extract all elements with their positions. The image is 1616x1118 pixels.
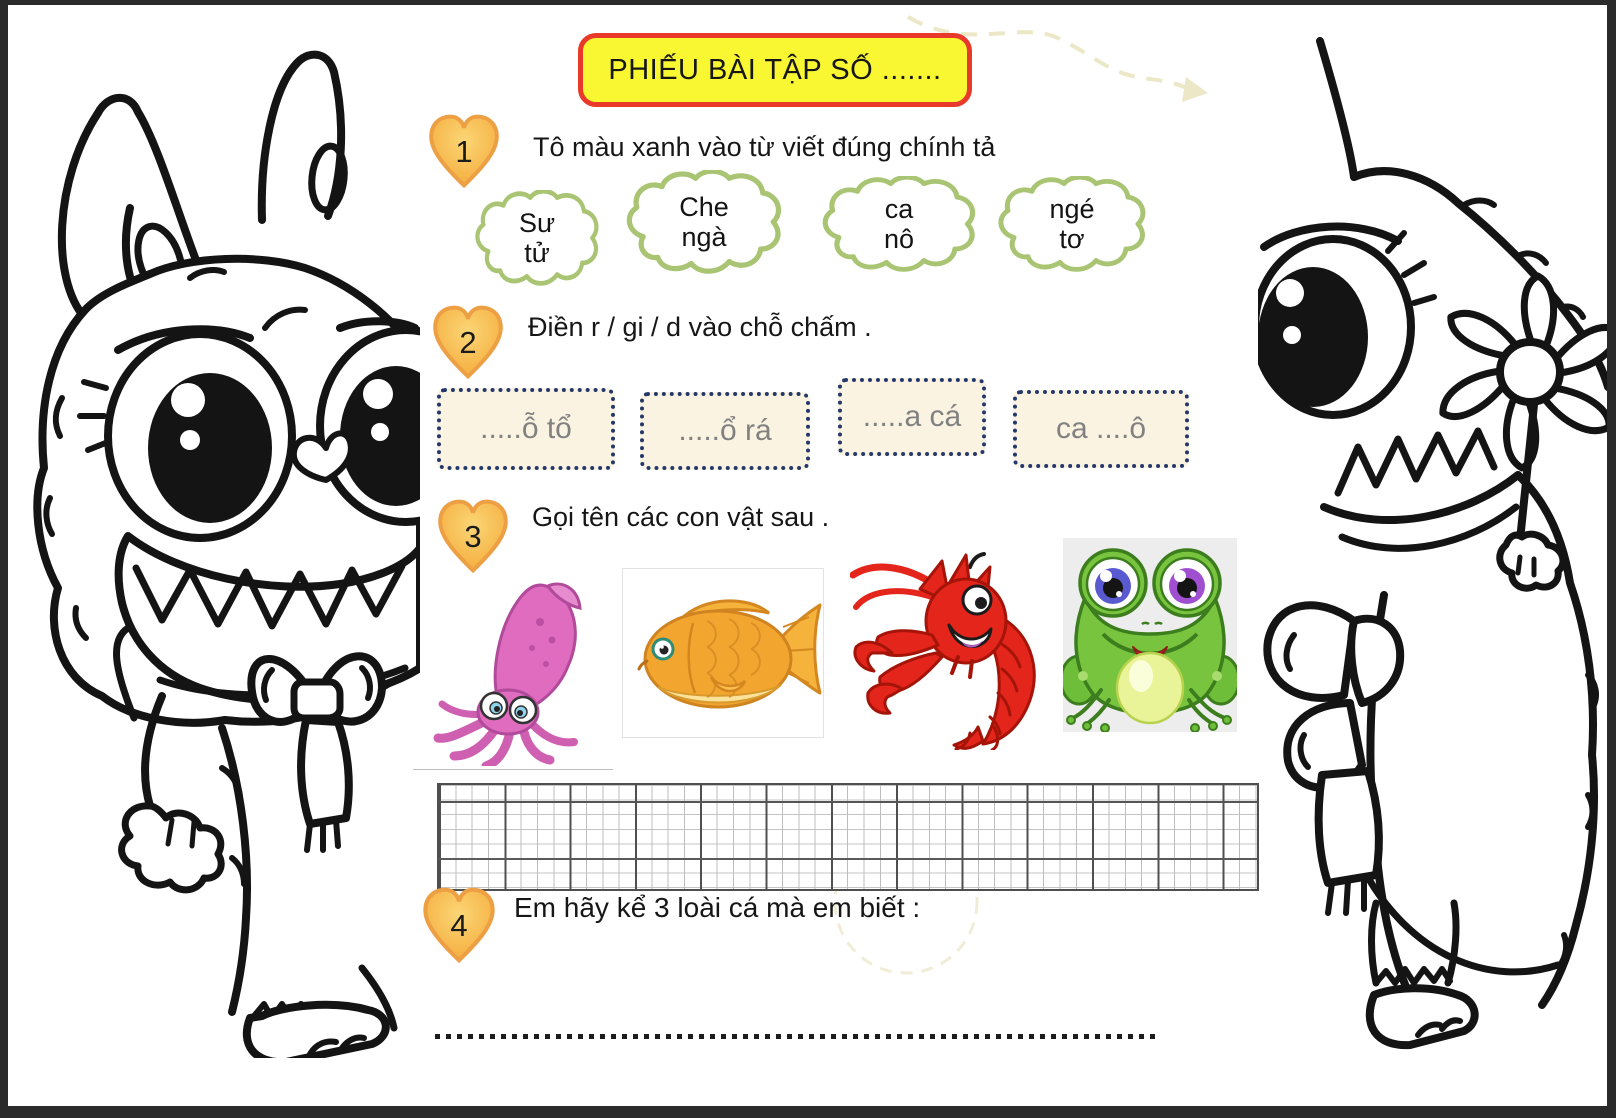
answer-dotted-line[interactable] xyxy=(435,1034,1159,1039)
exercise-3-number: 3 xyxy=(464,519,482,554)
page-frame-right xyxy=(1607,0,1616,1118)
squid-icon xyxy=(428,578,612,766)
page-frame-top xyxy=(0,0,1616,5)
word-cloud-4-label: ngé tơ xyxy=(1049,193,1095,254)
shrimp-icon xyxy=(850,545,1045,750)
writing-grid[interactable] xyxy=(437,783,1259,891)
dashed-circle-icon xyxy=(828,824,984,980)
exercise-3-badge: 3 xyxy=(433,492,513,580)
fish-icon xyxy=(622,568,824,738)
frog-icon xyxy=(1063,538,1237,732)
word-cloud-3-label: ca nô xyxy=(883,193,915,254)
fill-box-2[interactable]: .....ổ rá xyxy=(640,392,810,470)
squid-image-border xyxy=(413,769,613,770)
word-cloud-2-label: Che ngà xyxy=(679,191,729,252)
word-cloud-1-label: Sư tử xyxy=(518,207,556,268)
word-cloud-4[interactable]: ngé tơ xyxy=(992,176,1152,272)
labubu-left-icon xyxy=(10,28,420,1058)
exercise-4-prompt: Em hãy kể 3 loài cá mà em biết : xyxy=(514,892,921,923)
page-title: PHIẾU BÀI TẬP SỐ ....... xyxy=(608,53,942,86)
exercise-1-number: 1 xyxy=(455,134,473,169)
exercise-2-badge: 2 xyxy=(428,298,508,386)
exercise-3-prompt: Gọi tên các con vật sau . xyxy=(532,502,830,532)
dashed-squiggle-arrow-icon xyxy=(900,5,1210,105)
exercise-2-number: 2 xyxy=(459,325,477,360)
page-frame-bottom xyxy=(0,1106,1616,1118)
exercise-4-number: 4 xyxy=(450,908,468,943)
word-cloud-1[interactable]: Sư tử xyxy=(470,190,604,286)
title-banner: PHIẾU BÀI TẬP SỐ ....... xyxy=(578,33,972,107)
exercise-1-badge: 1 xyxy=(424,107,504,195)
exercise-4-badge: 4 xyxy=(418,878,500,972)
fill-box-1[interactable]: .....ỗ tổ xyxy=(437,388,615,470)
exercise-2-prompt: Điền r / gi / d vào chỗ chấm . xyxy=(528,312,872,342)
word-cloud-3[interactable]: ca nô xyxy=(816,176,982,272)
fill-box-4[interactable]: ca ....ô xyxy=(1013,390,1189,468)
exercise-1-prompt: Tô màu xanh vào từ viết đúng chính tả xyxy=(533,132,996,162)
page-frame-left xyxy=(0,0,8,1118)
labubu-right-icon xyxy=(1258,35,1608,1110)
fill-box-3[interactable]: .....a cá xyxy=(838,378,986,456)
word-cloud-2[interactable]: Che ngà xyxy=(620,170,788,274)
